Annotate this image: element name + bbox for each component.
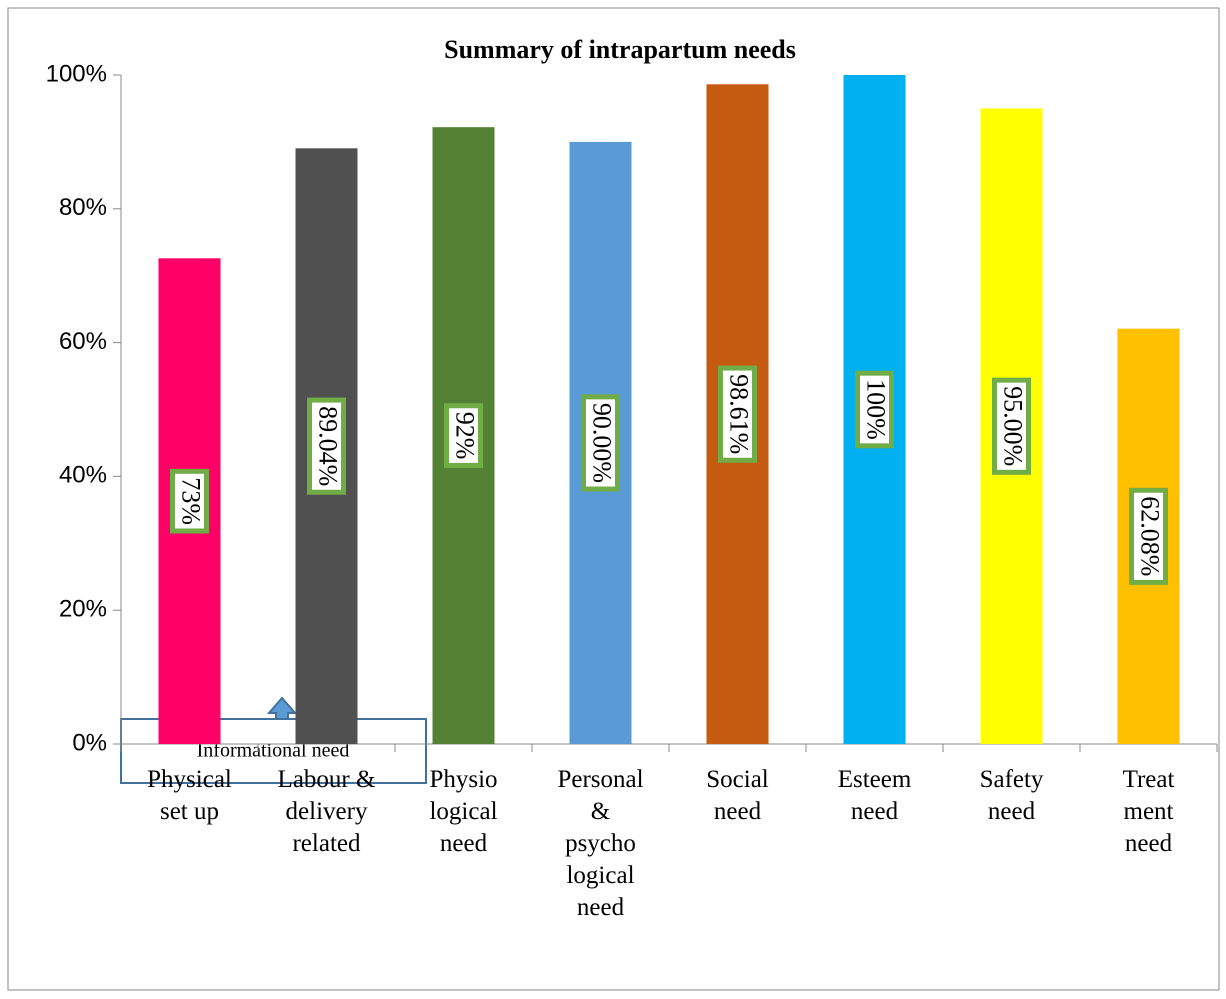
y-tick-label: 20% (59, 596, 107, 623)
data-label-box (992, 377, 1031, 475)
data-label: 90.00% (588, 403, 617, 483)
data-label: 89.04% (314, 406, 343, 486)
y-tick-label: 40% (59, 462, 107, 489)
data-label-box (855, 370, 894, 449)
data-label: 98.61% (725, 374, 754, 454)
data-label-group: 90.00% (581, 394, 620, 492)
chart-title: Summary of intrapartum needs (444, 35, 796, 64)
data-label: 100% (862, 379, 891, 440)
annotation: Informational need (197, 740, 350, 762)
x-tick-label: Treat ment need (1123, 766, 1175, 857)
data-label-group: 89.04% (307, 397, 346, 495)
x-tick-label: Safety need (980, 766, 1044, 825)
x-tick-label: Personal & psycho logical need (557, 766, 643, 921)
data-label-box (307, 397, 346, 495)
y-tick-label: 80% (59, 194, 107, 221)
data-label-group: 62.08% (1129, 487, 1168, 585)
data-label-group: 73% (170, 468, 209, 534)
x-tick-label: Physio logical need (429, 766, 497, 857)
data-label-group: 95.00% (992, 377, 1031, 475)
data-label-group: 92% (444, 403, 483, 468)
data-label: 62.08% (1136, 496, 1165, 576)
data-label-box (581, 394, 620, 492)
data-label-box (718, 365, 757, 463)
data-label-group: 100% (855, 370, 894, 449)
data-label: 73% (177, 477, 206, 525)
data-label: 95.00% (999, 386, 1028, 466)
data-label-box (444, 403, 483, 468)
y-tick-label: 60% (59, 328, 107, 355)
data-label-box (170, 468, 209, 534)
data-label-box (1129, 487, 1168, 585)
y-tick-label: 100% (46, 60, 107, 87)
x-tick-label: Social need (706, 766, 769, 825)
data-label: 92% (451, 412, 480, 460)
y-tick-label: 0% (72, 729, 107, 756)
data-label-group: 98.61% (718, 365, 757, 463)
x-tick-label: Labour & delivery related (278, 766, 376, 857)
x-tick-label: Physical set up (147, 766, 232, 825)
x-tick-label: Esteem need (838, 766, 912, 825)
